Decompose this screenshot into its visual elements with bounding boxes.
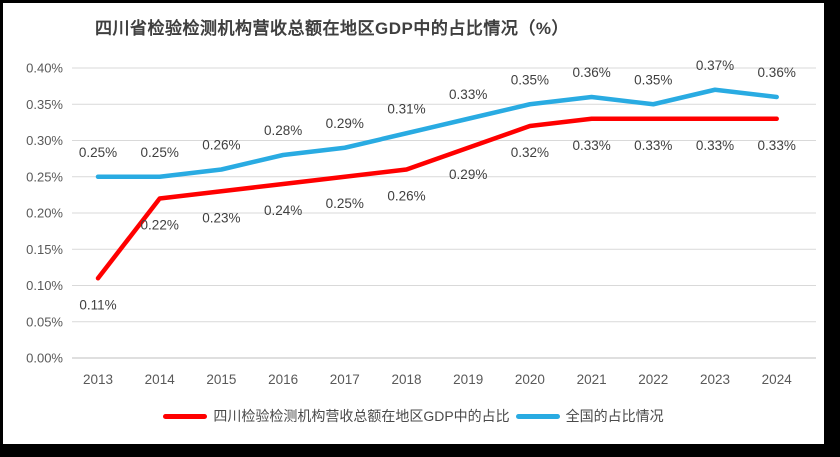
legend-label: 四川检验检测机构营收总额在地区GDP中的占比 [213,408,510,424]
y-tick-label: 0.05% [26,314,63,329]
data-label: 0.25% [79,145,117,160]
series-line-sichuan [95,116,779,281]
series-line-national [95,87,779,179]
x-tick-label: 2021 [577,372,607,387]
y-tick-label: 0.20% [26,206,63,221]
data-label: 0.25% [326,196,364,211]
x-tick-label: 2015 [206,372,236,387]
data-label: 0.35% [634,72,672,87]
data-label: 0.29% [449,167,487,182]
data-label: 0.36% [572,65,610,80]
data-label: 0.22% [141,218,179,233]
y-tick-label: 0.35% [26,97,63,112]
data-label: 0.32% [511,145,549,160]
data-label: 0.33% [696,138,734,153]
y-tick-label: 0.40% [26,61,63,76]
chart-plot: 0.00% 0.05% 0.10% 0.15% 0.20% 0.25% 0.30% 0.35%… [26,58,816,387]
data-label: 0.26% [202,138,240,153]
y-tick-label: 0.15% [26,242,63,257]
legend-label: 全国的占比情况 [565,408,664,424]
x-tick-label: 2023 [700,372,730,387]
data-label: 0.11% [79,297,116,312]
data-label: 0.23% [202,210,240,225]
data-label: 0.29% [326,116,364,131]
x-tick-label: 2016 [268,372,298,387]
legend-item-national: 全国的占比情况 [515,406,664,426]
data-label: 0.33% [758,138,796,153]
data-label: 0.35% [511,72,549,87]
chart-canvas: 四川省检验检测机构营收总额在地区GDP中的占比情况（%） 0.00% 0.05% 0… [3,3,824,444]
x-tick-label: 2014 [145,372,176,387]
data-label: 0.37% [696,58,734,73]
x-tick-label: 2019 [453,372,483,387]
x-tick-label: 2020 [515,372,545,387]
y-tick-label: 0.10% [26,278,63,293]
data-label: 0.28% [264,123,302,138]
data-label: 0.33% [634,138,672,153]
chart-title: 四川省检验检测机构营收总额在地区GDP中的占比情况（%） [95,19,569,38]
x-tick-label: 2017 [330,372,360,387]
chart-legend: 四川检验检测机构营收总额在地区GDP中的占比 全国的占比情况 [3,406,824,426]
x-tick-label: 2024 [762,372,793,387]
x-tick-label: 2013 [83,372,113,387]
data-label: 0.33% [572,138,610,153]
x-tick-label: 2022 [638,372,668,387]
data-label: 0.33% [449,87,487,102]
data-label: 0.24% [264,203,302,218]
x-tick-label: 2018 [391,372,421,387]
legend-item-sichuan: 四川检验检测机构营收总额在地区GDP中的占比 [163,406,510,426]
y-tick-label: 0.25% [26,169,63,184]
data-label: 0.26% [387,189,425,204]
data-label: 0.36% [758,65,796,80]
y-tick-label: 0.00% [26,351,63,366]
y-tick-label: 0.30% [26,133,63,148]
legend-swatch-sichuan [163,413,208,419]
data-label: 0.25% [141,145,179,160]
legend-swatch-national [515,413,560,419]
data-label: 0.31% [387,101,425,116]
